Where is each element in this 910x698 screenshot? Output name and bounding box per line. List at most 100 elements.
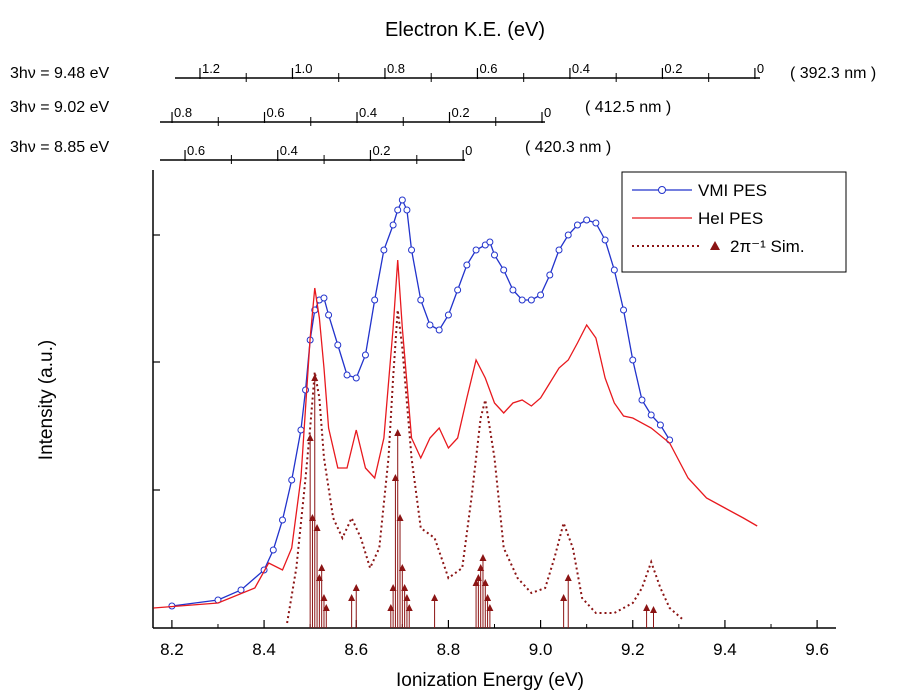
series-marker: [573, 221, 581, 229]
stick-marker: [387, 604, 395, 611]
legend-label: HeI PES: [698, 209, 763, 228]
series-marker: [472, 246, 480, 254]
ke-tick-label: 0.4: [280, 143, 298, 158]
series-marker: [343, 371, 351, 379]
stick-marker: [643, 604, 651, 611]
series-marker: [583, 216, 591, 224]
series-marker: [518, 296, 526, 304]
series-marker: [334, 341, 342, 349]
ke-tick-label: 1.2: [202, 61, 220, 76]
stick-marker: [318, 564, 326, 571]
stick-marker: [560, 594, 568, 601]
x-tick-label: 9.6: [805, 640, 829, 659]
ke-tick-label: 0.2: [372, 143, 390, 158]
legend-label: 2π⁻¹ Sim.: [730, 237, 805, 256]
stick-marker: [352, 584, 360, 591]
series-line: [153, 259, 758, 609]
ke-tick-label: 0.4: [572, 61, 590, 76]
series-marker: [389, 221, 397, 229]
series-marker: [297, 426, 305, 434]
stick-marker: [389, 584, 397, 591]
stick-marker: [486, 604, 494, 611]
stick-marker: [308, 514, 316, 521]
series-marker: [527, 296, 535, 304]
wavelength-label: ( 420.3 nm ): [525, 139, 611, 156]
ke-tick-label: 0.6: [187, 143, 205, 158]
series-marker: [325, 311, 333, 319]
ke-tick-label: 0.6: [479, 61, 497, 76]
series-marker: [610, 266, 618, 274]
series-marker: [380, 246, 388, 254]
stick-marker: [479, 554, 487, 561]
legend-marker: [658, 186, 666, 194]
series-marker: [620, 306, 628, 314]
wavelength-label: ( 392.3 nm ): [790, 65, 876, 82]
series-marker: [500, 266, 508, 274]
series-marker: [638, 396, 646, 404]
series-marker: [269, 546, 277, 554]
ke-tick-label: 0: [465, 143, 472, 158]
photon-energy-label: 3hν = 9.02 eV: [10, 99, 110, 116]
stick-marker: [315, 574, 323, 581]
series-marker: [629, 356, 637, 364]
series-marker: [288, 476, 296, 484]
x-tick-label: 9.2: [621, 640, 645, 659]
stick-marker: [403, 594, 411, 601]
stick-marker: [649, 606, 657, 613]
ke-tick-label: 0: [757, 61, 764, 76]
series-marker: [647, 411, 655, 419]
stick-marker: [564, 574, 572, 581]
stick-marker: [431, 594, 439, 601]
stick-marker: [394, 429, 402, 436]
ke-tick-label: 0.8: [174, 105, 192, 120]
photon-energy-label: 3hν = 9.48 eV: [10, 65, 110, 82]
x-tick-label: 8.8: [437, 640, 461, 659]
wavelength-label: ( 412.5 nm ): [585, 99, 671, 116]
stick-marker: [320, 594, 328, 601]
series-marker: [656, 421, 664, 429]
stick-marker: [401, 584, 409, 591]
series-marker: [426, 321, 434, 329]
x-axis-label: Ionization Energy (eV): [396, 670, 584, 691]
ke-axis-title: Electron K.E. (eV): [385, 19, 545, 41]
ke-tick-label: 0.2: [452, 105, 470, 120]
stick-marker: [313, 524, 321, 531]
series-marker: [398, 196, 406, 204]
stick-marker: [348, 594, 356, 601]
series-marker: [302, 386, 310, 394]
ke-tick-label: 0.6: [267, 105, 285, 120]
stick-marker: [322, 604, 330, 611]
stick-marker: [477, 564, 485, 571]
stick-marker: [481, 579, 489, 586]
legend-marker: [710, 241, 720, 250]
series-marker: [555, 246, 563, 254]
x-tick-label: 9.4: [713, 640, 737, 659]
series-marker: [537, 291, 545, 299]
legend-label: VMI PES: [698, 181, 767, 200]
series-marker: [403, 206, 411, 214]
series-marker: [444, 311, 452, 319]
x-tick-label: 8.4: [252, 640, 276, 659]
y-axis-label: Intensity (a.u.): [36, 340, 57, 460]
stick-marker: [474, 574, 482, 581]
x-tick-label: 8.6: [344, 640, 368, 659]
series-marker: [486, 238, 494, 246]
series-marker: [320, 294, 328, 302]
series-marker: [509, 286, 517, 294]
photon-energy-label: 3hν = 8.85 eV: [10, 139, 110, 156]
series-line: [171, 198, 671, 607]
stick-marker: [396, 514, 404, 521]
series-marker: [435, 326, 443, 334]
stick-marker: [391, 474, 399, 481]
stick-marker: [484, 594, 492, 601]
series-marker: [592, 219, 600, 227]
series-marker: [601, 236, 609, 244]
ke-tick-label: 0.4: [359, 105, 377, 120]
ke-tick-label: 0.8: [387, 61, 405, 76]
series-marker: [454, 286, 462, 294]
series-marker: [463, 261, 471, 269]
series-marker: [546, 271, 554, 279]
ke-tick-label: 1.0: [294, 61, 312, 76]
series-marker: [417, 296, 425, 304]
